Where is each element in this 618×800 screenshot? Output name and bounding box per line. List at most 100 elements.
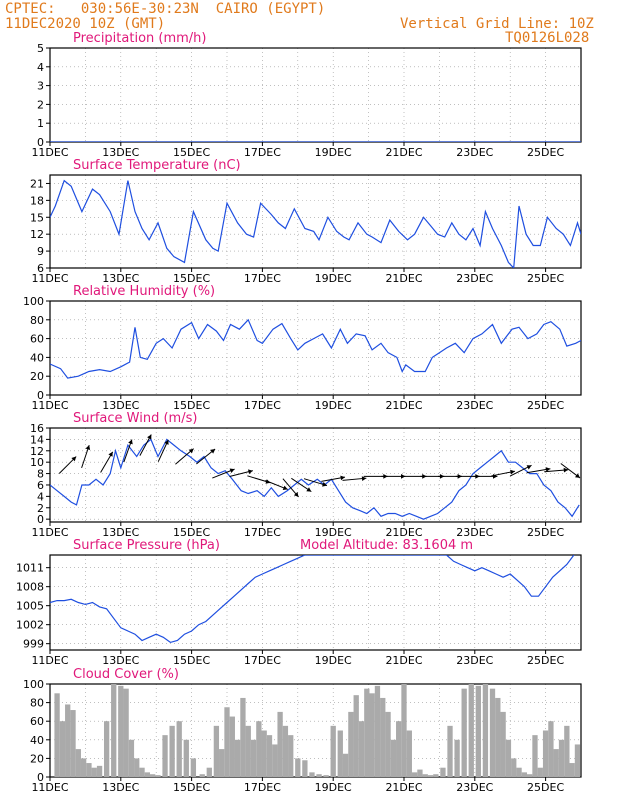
- cloud-bar: [75, 749, 81, 777]
- wind-arrow-head: [108, 451, 113, 457]
- y-tick-label: 1008: [16, 581, 44, 594]
- y-tick-label: 10: [30, 456, 44, 469]
- x-tick-label: 13DEC: [102, 272, 139, 285]
- panel-title: Relative Humidity (%): [73, 284, 215, 299]
- x-tick-label: 13DEC: [102, 399, 139, 412]
- panel-title: Precipitation (mm/h): [73, 31, 206, 46]
- cloud-bar: [558, 739, 565, 777]
- cloud-bar: [91, 767, 97, 777]
- wind-arrow-head: [361, 476, 367, 481]
- x-tick-label: 19DEC: [315, 272, 352, 285]
- y-tick-label: 999: [23, 638, 44, 651]
- x-tick-label: 17DEC: [244, 781, 281, 794]
- wind-arrow-head: [188, 448, 194, 454]
- y-tick-label: 0: [37, 771, 44, 784]
- cloud-bar: [240, 697, 246, 777]
- wind-arrow-head: [164, 439, 169, 445]
- x-tick-label: 13DEC: [102, 654, 139, 667]
- x-tick-label: 21DEC: [385, 272, 422, 285]
- y-tick-label: 4: [37, 61, 44, 74]
- cloud-bar: [150, 774, 156, 777]
- cloud-bar: [374, 685, 381, 777]
- series-line: [50, 318, 581, 379]
- cloud-bar: [190, 758, 197, 777]
- y-tick-label: 0: [37, 513, 44, 526]
- x-tick-label: 23DEC: [456, 146, 493, 159]
- cloud-bar: [155, 775, 161, 777]
- x-tick-label: 15DEC: [173, 654, 210, 667]
- wind-arrow-head: [322, 482, 327, 487]
- cloud-bar: [316, 774, 322, 777]
- wind-arrow-head: [229, 468, 235, 473]
- cloud-bar: [118, 685, 124, 777]
- x-tick-label: 11DEC: [31, 399, 68, 412]
- cloud-bar: [521, 772, 528, 777]
- cloud-bar: [277, 711, 283, 777]
- panel-title: Surface Wind (m/s): [73, 411, 197, 426]
- y-tick-label: 1011: [16, 562, 44, 575]
- cloud-bar: [440, 767, 446, 777]
- cloud-bar: [461, 688, 467, 777]
- y-tick-label: 0: [37, 389, 44, 402]
- panel-frame: [49, 300, 582, 396]
- series-line: [50, 179, 581, 268]
- y-tick-label: 18: [30, 194, 44, 207]
- cloud-bar: [548, 721, 554, 777]
- cloud-bar: [176, 721, 182, 777]
- cloud-bar: [103, 721, 110, 777]
- cloud-bar: [282, 725, 289, 777]
- wind-arrow-head: [306, 487, 312, 492]
- wind-arrow-head: [293, 492, 299, 497]
- x-tick-label: 19DEC: [315, 526, 352, 539]
- x-tick-label: 11DEC: [31, 272, 68, 285]
- y-tick-label: 5: [37, 42, 44, 55]
- cloud-bar: [219, 749, 225, 777]
- panel-title: Surface Pressure (hPa): [73, 538, 220, 553]
- cloud-bar: [342, 753, 349, 777]
- y-tick-label: 15: [30, 211, 44, 224]
- x-tick-label: 15DEC: [173, 272, 210, 285]
- wind-arrow-head: [248, 469, 253, 475]
- x-tick-label: 25DEC: [527, 399, 564, 412]
- cloud-bar: [250, 739, 257, 777]
- x-tick-label: 23DEC: [456, 781, 493, 794]
- cloud-bar: [542, 730, 549, 777]
- x-tick-label: 25DEC: [527, 272, 564, 285]
- cloud-bar: [199, 774, 205, 777]
- cloud-bar: [553, 749, 559, 777]
- header-datetime: 11DEC2020 10Z (GMT): [5, 16, 166, 32]
- cloud-bar: [532, 735, 538, 777]
- cloud-bar: [422, 774, 428, 777]
- x-tick-label: 21DEC: [385, 781, 422, 794]
- wind-arrow-head: [282, 485, 288, 490]
- cloud-bar: [511, 758, 517, 777]
- y-tick-label: 6: [37, 262, 44, 275]
- y-tick-label: 14: [30, 433, 44, 446]
- cloud-bar: [527, 774, 533, 777]
- panel-frame: [49, 47, 582, 143]
- cloud-bar: [353, 695, 359, 777]
- cloud-bar: [482, 684, 489, 777]
- x-tick-label: 19DEC: [315, 399, 352, 412]
- x-tick-label: 13DEC: [102, 526, 139, 539]
- y-tick-label: 12: [30, 445, 44, 458]
- panel-title: Surface Temperature (nC): [73, 158, 241, 173]
- x-tick-label: 25DEC: [527, 146, 564, 159]
- x-tick-label: 17DEC: [244, 654, 281, 667]
- wind-arrow-head: [340, 475, 345, 481]
- x-tick-label: 17DEC: [244, 399, 281, 412]
- cloud-bar: [495, 697, 501, 777]
- x-tick-label: 19DEC: [315, 781, 352, 794]
- cloud-bar: [358, 721, 365, 777]
- panel-title: Cloud Cover (%): [73, 667, 179, 682]
- panel-frame: [49, 554, 582, 651]
- y-tick-label: 100: [23, 678, 44, 691]
- header-model-code: TQ0126L028: [505, 30, 590, 46]
- y-tick-label: 16: [30, 422, 44, 435]
- cloud-bar: [401, 684, 407, 777]
- x-tick-label: 11DEC: [31, 781, 68, 794]
- panel-frame: [49, 427, 582, 523]
- x-tick-label: 21DEC: [385, 146, 422, 159]
- x-tick-label: 15DEC: [173, 146, 210, 159]
- cloud-bar: [123, 688, 129, 777]
